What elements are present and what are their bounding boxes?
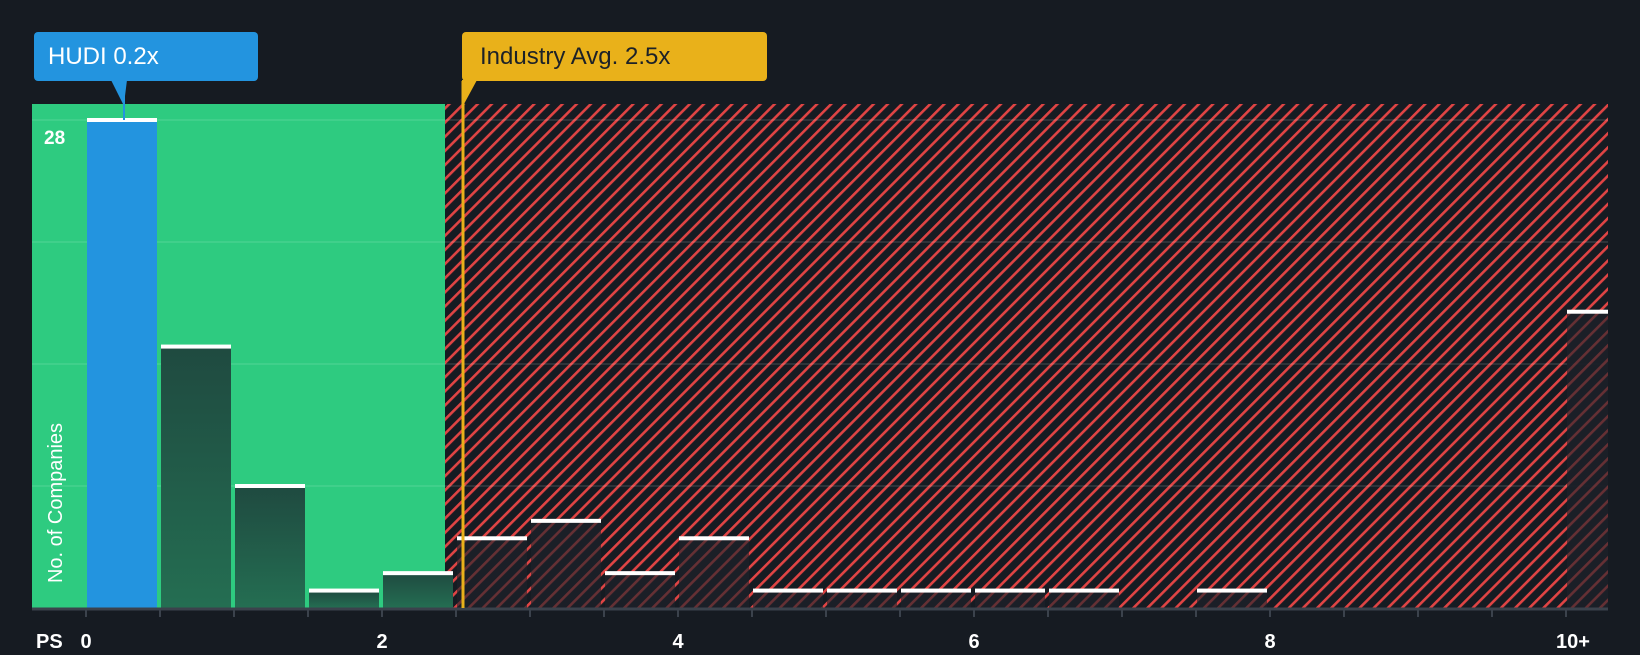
bar-top-cap bbox=[235, 484, 305, 488]
histogram-bar bbox=[1049, 588, 1119, 608]
histogram-bars bbox=[87, 118, 1608, 608]
bar-top-cap bbox=[309, 588, 379, 593]
company-pointer bbox=[111, 80, 127, 120]
y-max-label: 28 bbox=[44, 128, 65, 149]
bar-fill bbox=[753, 590, 823, 608]
industry-average-callout-label: Industry Avg. 2.5x bbox=[462, 32, 767, 81]
company-callout-label: HUDI 0.2x bbox=[34, 32, 258, 81]
bar-top-cap bbox=[679, 536, 749, 541]
histogram-bar bbox=[1567, 309, 1608, 608]
bar-top-cap bbox=[457, 536, 527, 541]
bar-fill bbox=[457, 538, 527, 608]
bar-fill bbox=[1197, 590, 1267, 608]
bar-fill bbox=[605, 573, 675, 608]
bar-top-cap bbox=[87, 118, 157, 122]
histogram-bar bbox=[309, 588, 379, 608]
industry-average-line bbox=[461, 80, 477, 608]
bar-fill bbox=[161, 346, 231, 608]
x-tick-label: 6 bbox=[968, 631, 979, 650]
bar-fill bbox=[383, 573, 453, 608]
y-axis-title: No. of Companies bbox=[45, 423, 67, 583]
histogram-bar bbox=[531, 518, 601, 608]
histogram-bar bbox=[901, 588, 971, 608]
bar-top-cap bbox=[901, 588, 971, 593]
histogram-bar bbox=[457, 536, 527, 608]
bar-fill bbox=[531, 520, 601, 608]
bar-top-cap bbox=[827, 588, 897, 593]
histogram-bar bbox=[161, 344, 231, 608]
x-tick-label: 10+ bbox=[1556, 631, 1590, 650]
bar-top-cap bbox=[1197, 588, 1267, 593]
histogram-bar bbox=[679, 536, 749, 608]
bar-top-cap bbox=[161, 344, 231, 349]
histogram-bar bbox=[827, 588, 897, 608]
bar-top-cap bbox=[1567, 309, 1608, 314]
x-tick-label: 4 bbox=[672, 631, 684, 650]
overvalued-zone bbox=[445, 104, 1608, 608]
histogram-bar bbox=[383, 571, 453, 608]
histogram-bar bbox=[235, 484, 305, 608]
bar-fill bbox=[901, 590, 971, 608]
bar-top-cap bbox=[605, 571, 675, 576]
histogram-bar bbox=[975, 588, 1045, 608]
bar-fill bbox=[975, 590, 1045, 608]
x-axis: PS 0 2 4 6 8 10+ No. of Companies 28 bbox=[32, 128, 1608, 653]
bar-fill bbox=[1567, 311, 1608, 608]
bar-top-cap bbox=[531, 518, 601, 523]
bar-fill bbox=[309, 590, 379, 608]
bar-fill bbox=[235, 486, 305, 608]
histogram-bar bbox=[87, 118, 157, 608]
histogram-bar bbox=[753, 588, 823, 608]
industry-callout-pointer bbox=[462, 80, 477, 104]
bar-fill bbox=[679, 538, 749, 608]
bar-top-cap bbox=[1049, 588, 1119, 593]
bar-top-cap bbox=[975, 588, 1045, 593]
histogram-bar bbox=[1197, 588, 1267, 608]
x-axis-title: PS bbox=[36, 631, 63, 650]
bar-fill bbox=[827, 590, 897, 608]
bar-top-cap bbox=[383, 571, 453, 576]
x-tick-label: 2 bbox=[376, 631, 387, 650]
x-tick-label: 0 bbox=[80, 631, 91, 650]
bar-fill bbox=[1049, 590, 1119, 608]
bar-top-cap bbox=[753, 588, 823, 593]
x-tick-label: 8 bbox=[1264, 631, 1275, 650]
histogram-bar bbox=[605, 571, 675, 608]
bar-fill bbox=[87, 120, 157, 608]
valuation-zones bbox=[32, 104, 1608, 608]
